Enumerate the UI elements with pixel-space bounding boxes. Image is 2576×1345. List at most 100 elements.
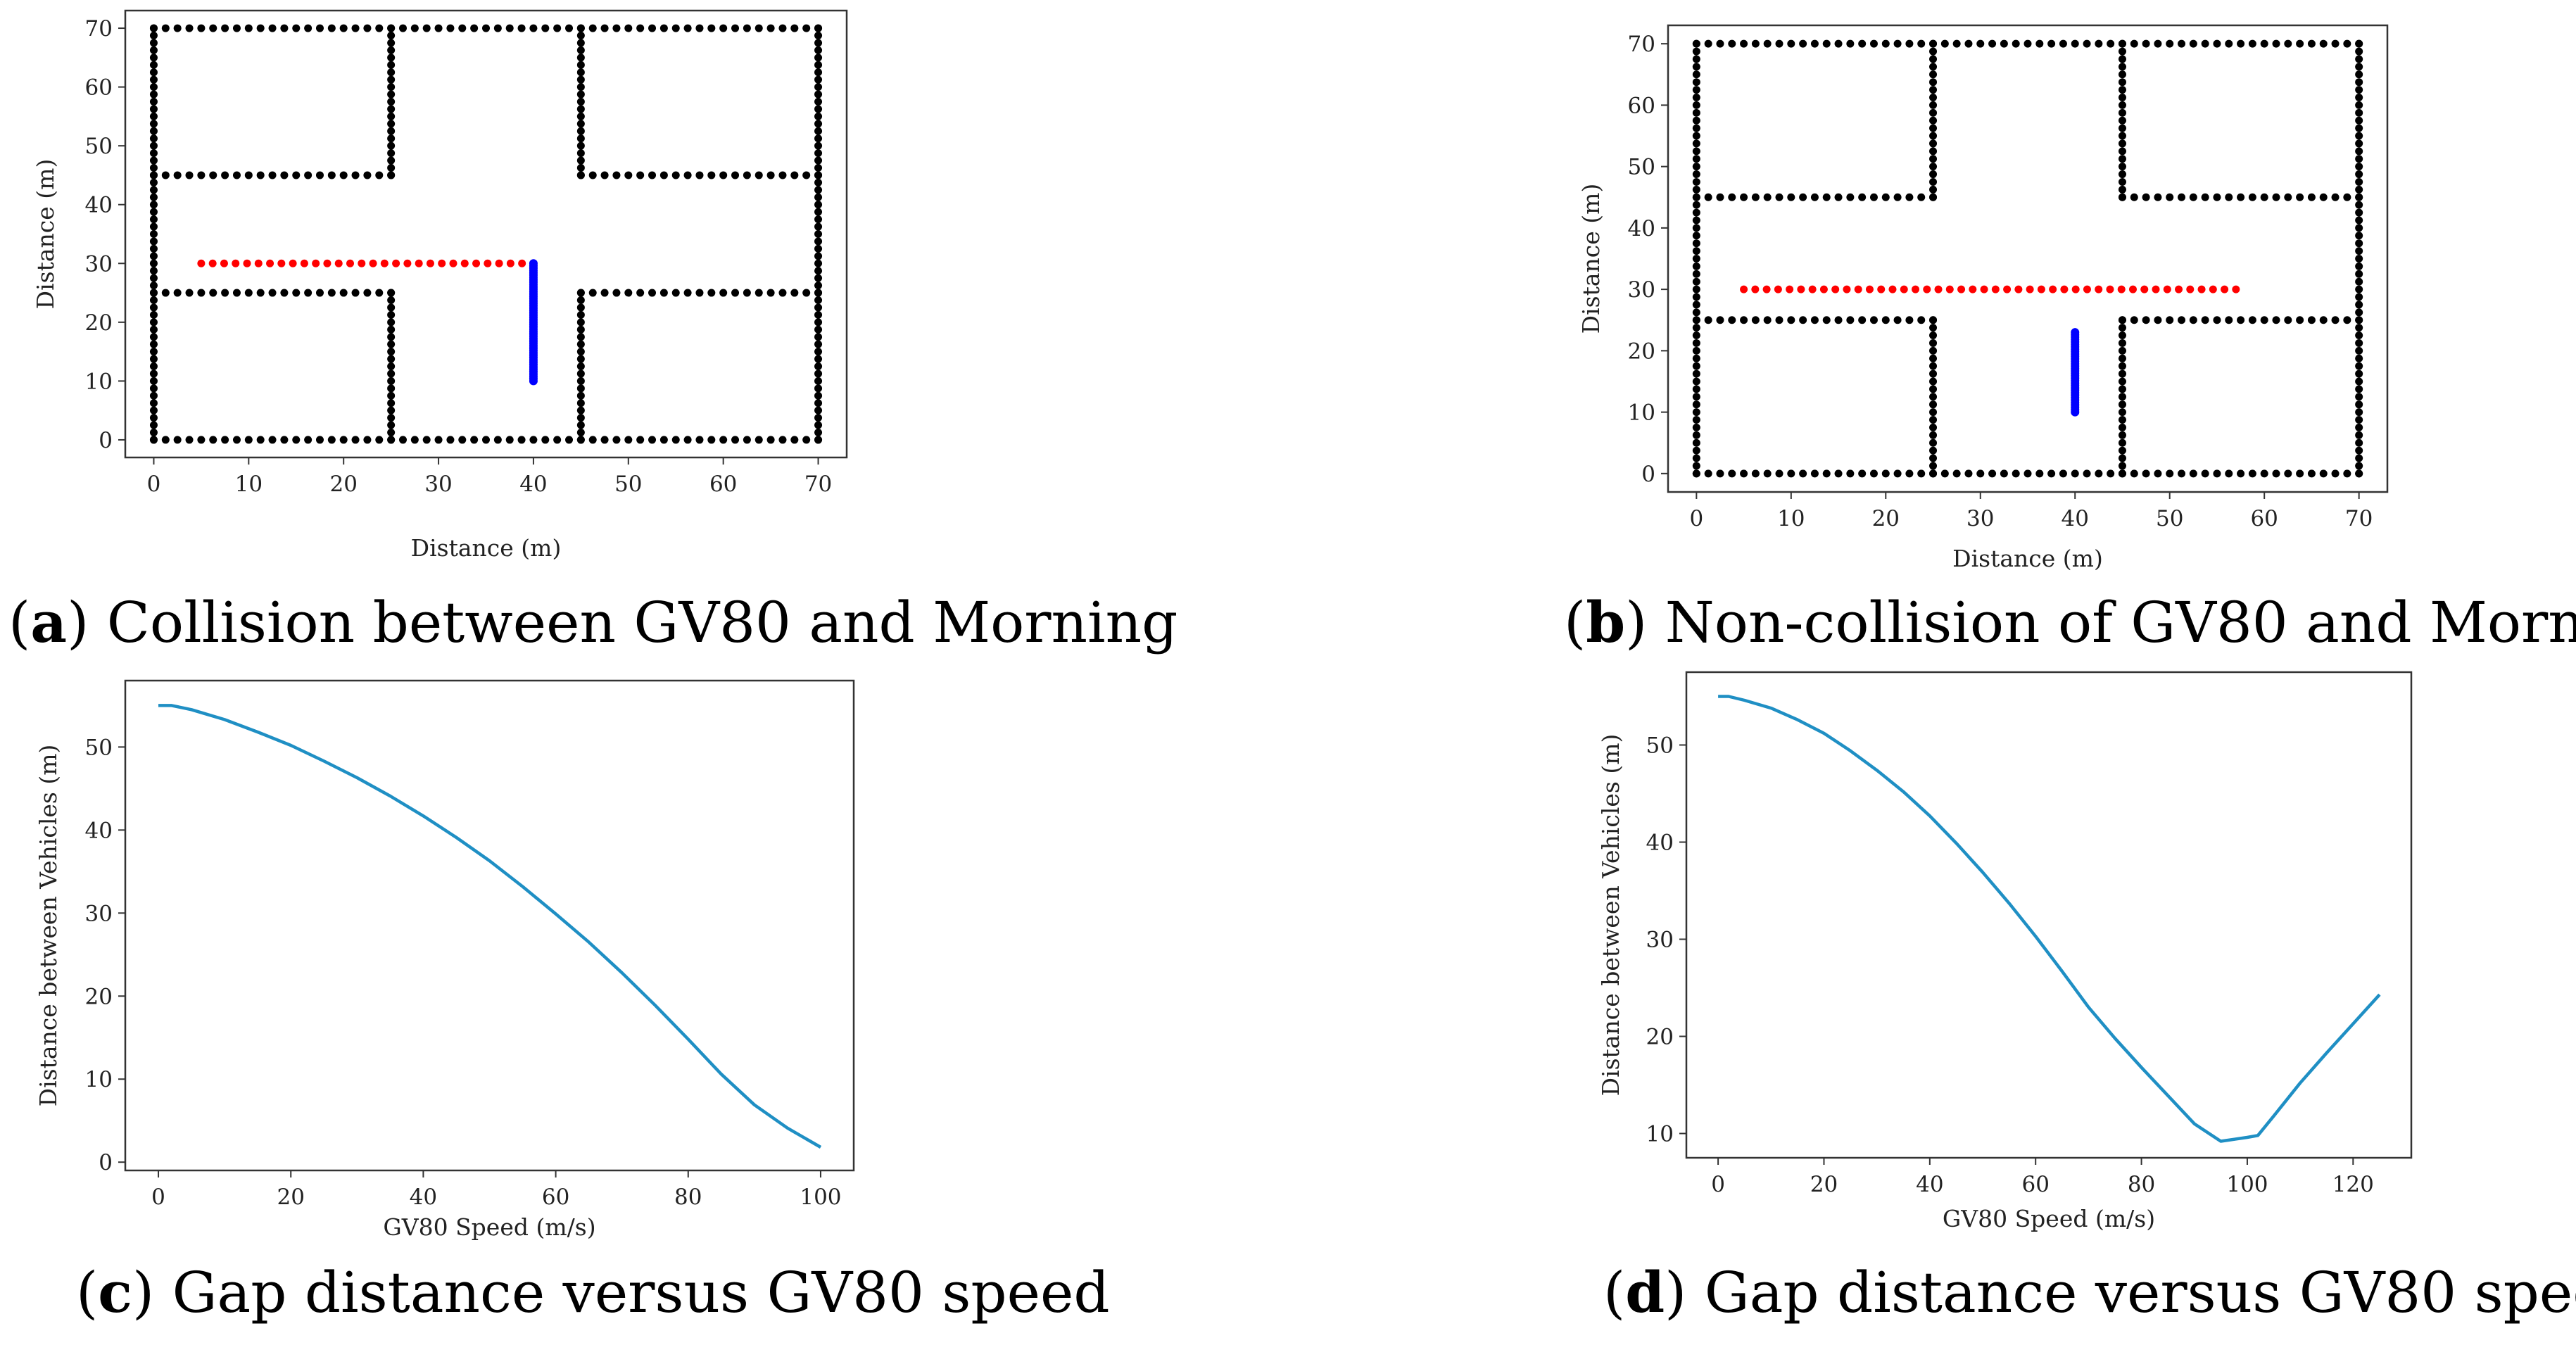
panel-a-wall-point	[387, 333, 396, 341]
panel-a-wall-point	[387, 289, 396, 297]
panel-b-wall-point	[2118, 39, 2126, 48]
panel-b-wall-point	[2201, 469, 2209, 478]
panel-a-wall-point	[149, 222, 158, 231]
panel-b-wall-point	[2284, 316, 2292, 324]
panel-a-wall-point	[149, 267, 158, 275]
panel-a-wall-point	[351, 289, 360, 297]
panel-b-wall-point	[1692, 124, 1700, 132]
panel-b-wall-point	[2059, 39, 2067, 48]
panel-a-wall-point	[387, 428, 396, 436]
panel-b-wall-point	[2118, 362, 2126, 370]
panel-b-gv80-point	[2003, 285, 2012, 293]
panel-a-wall-point	[707, 24, 716, 32]
panel-a-wall-point	[387, 156, 396, 165]
panel-b-wall-point	[2331, 316, 2340, 324]
panel-a-wall-point	[814, 171, 823, 179]
panel-a-wall-point	[576, 428, 585, 436]
panel-a-wall-point	[814, 325, 823, 334]
panel-a-wall-point	[422, 24, 431, 32]
panel-b-wall-point	[1692, 232, 1700, 240]
panel-b-wall-point	[1751, 316, 1760, 324]
panel-a-wall-point	[612, 289, 621, 297]
panel-b-wall-point	[1763, 193, 1772, 201]
panel-a-wall-point	[292, 436, 301, 444]
panel-b-wall-point	[1822, 193, 1831, 201]
panel-b-wall-point	[2071, 39, 2079, 48]
panel-a-wall-point	[315, 436, 324, 444]
panel-b-gv80-point	[1808, 285, 1817, 293]
panel-a-wall-point	[814, 362, 823, 370]
panel-a-y-tick-label: 10	[85, 369, 113, 394]
panel-a-wall-point	[778, 171, 787, 179]
panel-b-wall-point	[2118, 415, 2126, 424]
panel-a-y-axis-label: Distance (m)	[32, 159, 59, 310]
panel-b-wall-point	[2307, 469, 2316, 478]
panel-b-gv80-point	[1865, 285, 1874, 293]
panel-b-wall-point	[2260, 193, 2268, 201]
panel-b-wall-point	[1692, 339, 1700, 347]
panel-a-wall-point	[576, 120, 585, 128]
panel-b-wall-point	[2355, 385, 2363, 393]
panel-a-wall-point	[292, 24, 301, 32]
panel-b-wall-point	[2118, 170, 2126, 179]
panel-a-wall-point	[149, 325, 158, 334]
panel-b-wall-point	[2118, 47, 2126, 56]
panel-a-wall-point	[659, 436, 668, 444]
panel-b-wall-point	[2248, 193, 2256, 201]
panel-b-wall-point	[2343, 469, 2351, 478]
panel-b-wall-point	[1929, 86, 1938, 94]
panel-a-wall-point	[814, 296, 823, 304]
panel-a-wall-point	[814, 384, 823, 393]
panel-b-wall-point	[1799, 39, 1807, 48]
panel-b-wall-point	[2355, 78, 2363, 87]
panel-b-wall-point	[2355, 163, 2363, 171]
panel-a-gv80-point	[506, 259, 514, 267]
panel-a-wall-point	[802, 436, 811, 444]
panel-b-wall-point	[1799, 469, 1807, 478]
caption-c-text: Gap distance versus GV80 speed	[154, 1260, 1109, 1325]
panel-b-wall-point	[2189, 469, 2197, 478]
panel-a-wall-point	[648, 436, 657, 444]
panel-a-gv80-point	[323, 259, 332, 267]
panel-a-wall-point	[814, 178, 823, 187]
panel-b-gv80-point	[1969, 285, 1977, 293]
panel-a-wall-point	[387, 53, 396, 62]
panel-a-wall-point	[149, 377, 158, 385]
panel-a-wall-point	[695, 436, 704, 444]
panel-a-gv80-point	[243, 259, 251, 267]
panel-b-wall-point	[1858, 39, 1867, 48]
panel-b-wall-point	[1905, 193, 1914, 201]
panel-a-wall-point	[707, 436, 716, 444]
panel-b-wall-point	[2319, 469, 2328, 478]
panel-a-wall-point	[268, 289, 277, 297]
panel-a-wall-point	[387, 120, 396, 128]
panel-a-wall-point	[766, 436, 775, 444]
panel-a-wall-point	[814, 252, 823, 260]
panel-b-wall-point	[2118, 78, 2126, 87]
panel-c-y-tick-label: 40	[85, 818, 113, 843]
panel-b-wall-point	[1881, 39, 1890, 48]
panel-b-wall-point	[2118, 339, 2126, 347]
panel-b-wall-point	[2355, 170, 2363, 179]
panel-b-wall-point	[2118, 346, 2126, 355]
panel-b-wall-point	[1905, 39, 1914, 48]
panel-b-gv80-point	[2014, 285, 2023, 293]
panel-b-wall-point	[2248, 39, 2256, 48]
panel-b-wall-point	[2142, 469, 2150, 478]
panel-b-wall-point	[1692, 408, 1700, 417]
panel-b-wall-point	[1929, 170, 1938, 179]
panel-b-wall-point	[2272, 469, 2280, 478]
panel-a-x-tick-label: 50	[614, 472, 642, 497]
panel-a-wall-point	[600, 289, 609, 297]
panel-a-wall-point	[304, 289, 312, 297]
panel-a-wall-point	[363, 24, 372, 32]
panel-b-wall-point	[2189, 193, 2197, 201]
panel-b-wall-point	[2355, 132, 2363, 140]
panel-b-wall-point	[1692, 415, 1700, 424]
panel-a-wall-point	[814, 244, 823, 253]
panel-a-wall-point	[387, 310, 396, 319]
panel-a-wall-point	[327, 171, 336, 179]
panel-a-wall-point	[814, 421, 823, 429]
panel-b-wall-point	[2296, 39, 2304, 48]
panel-b-wall-point	[2355, 308, 2363, 317]
